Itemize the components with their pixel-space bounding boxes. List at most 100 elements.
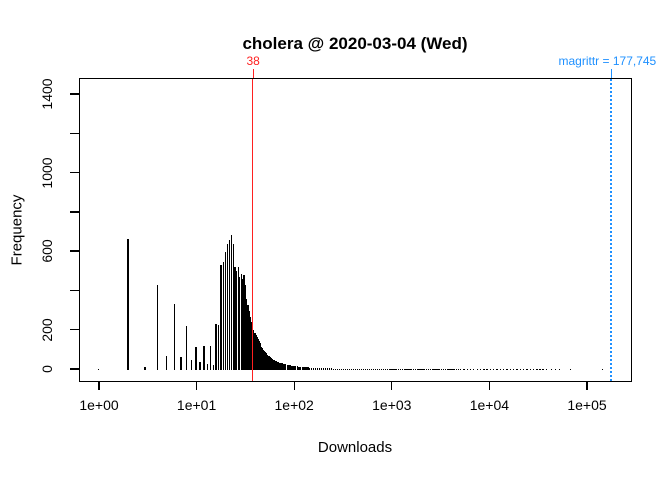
histogram-bar — [254, 332, 256, 370]
y-axis-tick-label: 200 — [39, 318, 55, 342]
histogram-bar — [382, 368, 385, 370]
plot-area — [79, 78, 632, 382]
histogram-bar — [322, 368, 325, 370]
histogram-bar — [350, 368, 353, 370]
histogram-bar — [281, 363, 283, 370]
histogram-bar — [493, 368, 495, 370]
histogram-bar — [290, 365, 293, 370]
histogram-bar — [311, 367, 313, 370]
histogram-bar — [397, 368, 400, 370]
histogram-bar — [429, 368, 432, 370]
histogram-bar — [258, 341, 260, 370]
histogram-bar — [203, 346, 205, 370]
y-axis-tick — [70, 93, 79, 95]
histogram-bar — [309, 367, 311, 370]
histogram-bar — [499, 368, 502, 370]
histogram-bar — [340, 368, 343, 370]
histogram-bar — [516, 368, 518, 370]
histogram-bar — [318, 367, 321, 370]
histogram-bar — [212, 365, 214, 370]
histogram-bar — [270, 358, 273, 370]
histogram-bar — [375, 368, 377, 370]
histogram-bar — [277, 362, 280, 370]
histogram-bar — [371, 368, 373, 370]
histogram-bar — [282, 363, 284, 370]
histogram-bar — [455, 368, 458, 370]
histogram-bar — [522, 368, 525, 370]
x-axis-tick — [293, 382, 295, 390]
histogram-bar — [373, 368, 375, 370]
histogram-bar — [452, 368, 454, 370]
histogram-bar — [237, 267, 239, 370]
histogram-bar — [230, 235, 233, 370]
histogram-bar — [250, 322, 253, 370]
x-axis-label: Downloads — [317, 439, 393, 456]
histogram-bar — [384, 368, 387, 370]
histogram-bar — [416, 368, 419, 370]
histogram-bar — [328, 368, 331, 370]
histogram-bar — [209, 345, 212, 370]
histogram-bar — [466, 368, 468, 370]
histogram-bar — [483, 368, 485, 370]
histogram-bar — [381, 368, 383, 370]
histogram-bar — [601, 368, 604, 370]
y-axis-label: Frequency — [8, 194, 26, 266]
histogram-bar — [529, 368, 531, 370]
histogram-bar — [336, 368, 339, 370]
histogram-bar — [316, 367, 319, 370]
histogram-bar — [144, 367, 146, 370]
histogram-bar — [392, 368, 394, 370]
histogram-bar — [405, 368, 407, 370]
histogram-bar — [260, 346, 263, 370]
histogram-bar — [352, 368, 355, 370]
histogram-bar — [354, 368, 357, 370]
histogram-bar — [206, 363, 208, 370]
histogram-bar — [195, 346, 197, 370]
histogram-bar — [379, 368, 381, 370]
histogram-bar — [427, 368, 430, 370]
histogram-bar — [97, 368, 100, 370]
histogram-bar — [453, 368, 456, 370]
histogram-bar — [248, 310, 250, 370]
histogram-bar — [446, 368, 448, 370]
histogram-bar — [433, 368, 435, 370]
histogram-bar — [314, 367, 317, 370]
histogram-bar — [506, 368, 508, 370]
histogram-bar — [255, 334, 257, 370]
histogram-bar — [166, 355, 168, 370]
histogram-bar — [554, 368, 557, 370]
histogram-bar — [424, 368, 426, 370]
histogram-bar — [307, 367, 309, 370]
histogram-bar — [300, 366, 302, 370]
x-axis-tick — [195, 382, 198, 390]
x-axis-tick — [488, 382, 491, 390]
histogram-bar — [288, 365, 290, 370]
histogram-bar — [366, 368, 369, 370]
histogram-bar — [542, 368, 544, 370]
magrittr-reference-line — [609, 79, 612, 381]
histogram-bar — [399, 368, 402, 370]
histogram-bar — [274, 360, 276, 370]
histogram-bar — [222, 262, 224, 370]
histogram-bar — [496, 368, 498, 370]
histogram-bar — [558, 368, 561, 370]
histogram-bar — [283, 364, 285, 370]
histogram-bar — [418, 368, 420, 370]
histogram-bar — [442, 368, 445, 370]
histogram-bar — [228, 239, 231, 370]
histogram-bar — [509, 368, 512, 370]
histogram-bar — [503, 368, 505, 370]
histogram-bar — [450, 368, 452, 370]
histogram-bar — [224, 251, 227, 370]
histogram-bar — [394, 368, 396, 370]
x-axis-tick-label: 1e+03 — [372, 397, 412, 413]
magrittr-annotation-label: magrittr = 177,745 — [558, 54, 657, 68]
histogram-bar — [262, 349, 265, 370]
histogram-bar — [519, 368, 522, 370]
histogram-bar — [469, 368, 472, 370]
histogram-bar — [539, 368, 541, 370]
y-axis-tick — [70, 171, 79, 174]
histogram-bar — [439, 368, 441, 370]
histogram-bar — [358, 368, 361, 370]
